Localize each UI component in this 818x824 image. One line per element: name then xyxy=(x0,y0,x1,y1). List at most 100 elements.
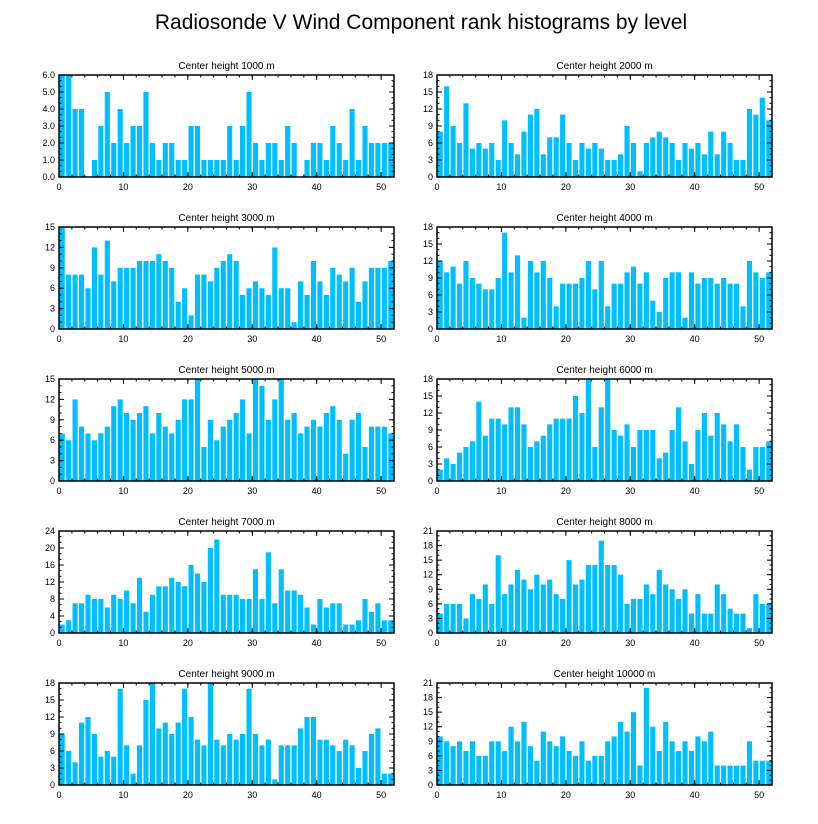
plot-frame xyxy=(58,682,395,786)
x-tick-label: 40 xyxy=(312,182,322,192)
bar xyxy=(733,160,740,177)
bar xyxy=(618,435,624,481)
bar xyxy=(624,272,630,329)
bar xyxy=(72,603,78,633)
bar xyxy=(676,407,682,481)
panel-8: Center height 8000 m 0 3 6 9 12 15 18 21 0 10 20 30 4… xyxy=(423,517,773,648)
y-tick-label: 15 xyxy=(423,707,433,717)
bar xyxy=(117,599,123,633)
bar xyxy=(355,768,362,785)
panel-3: Center height 3000 m 0 3 6 9 12 15 0 10 20 30 40 50 xyxy=(45,213,395,344)
x-tick-label: 10 xyxy=(496,486,506,496)
y-tick-label: 24 xyxy=(45,526,55,536)
bar xyxy=(124,267,130,329)
bar xyxy=(182,688,188,785)
bar xyxy=(240,734,246,785)
bar xyxy=(272,143,278,177)
bar xyxy=(650,726,656,785)
bar xyxy=(624,731,630,785)
bar xyxy=(91,599,98,633)
bar xyxy=(611,736,617,785)
bar xyxy=(182,399,188,481)
plot-frame xyxy=(436,226,773,330)
bar xyxy=(618,283,624,329)
x-tick-label: 20 xyxy=(561,638,571,648)
bar xyxy=(618,154,624,177)
bar xyxy=(618,574,624,633)
bar xyxy=(259,160,265,177)
bar xyxy=(149,143,155,177)
bar xyxy=(444,603,450,633)
bar xyxy=(753,594,759,633)
bar xyxy=(437,736,443,785)
bar xyxy=(304,717,310,785)
bar xyxy=(553,137,559,177)
bar xyxy=(362,281,368,329)
y-tick-label: 1.0 xyxy=(42,155,55,165)
y-tick-label: 6 xyxy=(50,283,55,293)
bar xyxy=(343,160,349,177)
y-tick-label: 15 xyxy=(423,239,433,249)
bar xyxy=(605,306,611,329)
bar xyxy=(130,603,136,633)
bar xyxy=(227,594,233,633)
panel-9: Center height 9000 m 0 3 6 9 12 15 18 0 10 20 30 40 5… xyxy=(45,669,395,800)
bar xyxy=(456,143,463,177)
bar xyxy=(98,756,104,785)
bar xyxy=(456,452,463,481)
bar xyxy=(766,272,772,329)
x-tick-label: 50 xyxy=(754,334,764,344)
bar xyxy=(637,283,643,329)
y-tick-label: 9 xyxy=(50,729,55,739)
bar xyxy=(585,261,591,329)
bar xyxy=(201,447,207,481)
bar xyxy=(566,283,572,329)
bar xyxy=(502,120,508,177)
bar xyxy=(476,143,482,177)
bar xyxy=(182,160,188,177)
bar xyxy=(355,301,362,329)
bar xyxy=(714,154,720,177)
bar xyxy=(560,736,566,785)
bar xyxy=(98,433,104,481)
bar xyxy=(643,687,649,785)
y-tick-label: 0 xyxy=(428,628,433,638)
bar xyxy=(585,565,591,633)
bar xyxy=(310,624,317,633)
bar xyxy=(489,143,495,177)
bar xyxy=(330,267,336,329)
bar xyxy=(285,288,291,329)
x-tick-label: 0 xyxy=(434,790,439,800)
y-tick-label: 6 xyxy=(50,746,55,756)
x-tick-label: 50 xyxy=(376,638,386,648)
bar xyxy=(188,126,194,177)
bar xyxy=(643,272,649,329)
y-tick-label: 4.0 xyxy=(42,104,55,114)
y-tick-label: 0.0 xyxy=(42,172,55,182)
bar xyxy=(656,131,662,177)
bar xyxy=(59,227,65,329)
panel-title: Center height 2000 m xyxy=(556,61,652,72)
bar xyxy=(676,272,682,329)
bar xyxy=(695,594,701,633)
bar xyxy=(375,603,381,633)
bar xyxy=(124,413,130,481)
y-tick-label: 3 xyxy=(428,307,433,317)
x-tick-label: 0 xyxy=(56,182,61,192)
bar xyxy=(759,278,765,329)
y-tick-label: 9 xyxy=(50,263,55,273)
bar xyxy=(246,433,252,481)
bar xyxy=(572,160,579,177)
bar xyxy=(162,586,168,633)
panel-title: Center height 5000 m xyxy=(178,365,274,376)
bar xyxy=(572,755,579,785)
bar xyxy=(349,109,355,177)
bar xyxy=(508,143,514,177)
bar xyxy=(233,594,239,633)
bar xyxy=(156,254,162,329)
y-tick-label: 18 xyxy=(423,374,433,384)
bar xyxy=(740,447,746,481)
bar xyxy=(355,620,362,633)
bar xyxy=(343,739,349,785)
x-tick-label: 40 xyxy=(690,334,700,344)
